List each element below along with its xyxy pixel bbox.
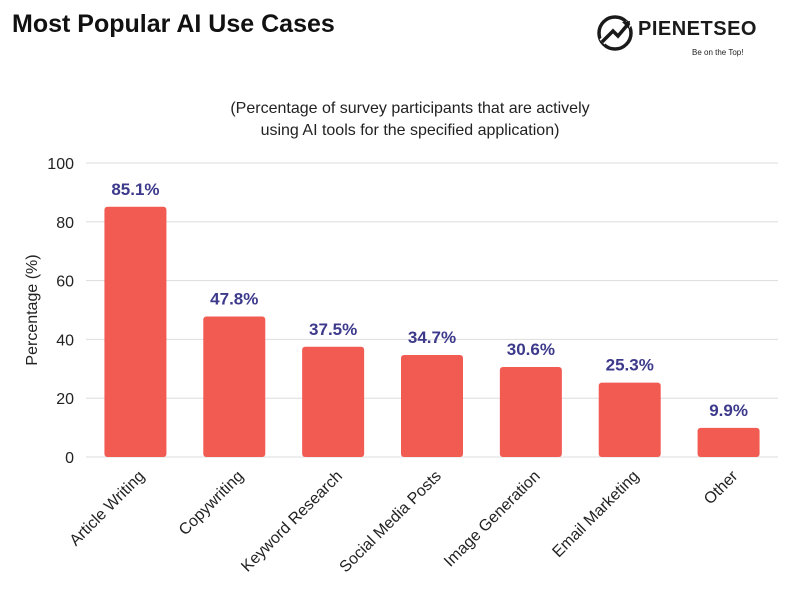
- y-tick-label: 20: [56, 391, 74, 408]
- bar: [598, 382, 661, 457]
- bars: [104, 206, 760, 457]
- x-category-label: Image Generation: [441, 468, 544, 571]
- x-category-label: Email Marketing: [549, 468, 642, 561]
- data-label: 25.3%: [606, 356, 654, 375]
- subtitle-line-1: (Percentage of survey participants that …: [230, 100, 590, 117]
- x-category-label: Article Writing: [67, 468, 149, 550]
- bar: [401, 354, 463, 457]
- bar: [203, 316, 266, 457]
- y-axis-label: Percentage (%): [24, 254, 41, 365]
- x-category-label: Keyword Research: [238, 468, 346, 576]
- x-category-label: Social Media Posts: [337, 468, 445, 576]
- y-axis-ticks: 0 20 40 60 80 100: [47, 156, 74, 467]
- logo-tagline: Be on the Top!: [692, 48, 744, 57]
- bar: [697, 427, 760, 457]
- logo-name: PIENETSEO: [638, 18, 757, 40]
- chart-title: Most Popular AI Use Cases: [12, 10, 335, 38]
- bar: [302, 346, 365, 457]
- data-labels: 85.1% 47.8% 37.5% 34.7% 30.6% 25.3% 9.9%: [111, 180, 748, 420]
- data-label: 37.5%: [309, 320, 357, 339]
- x-category-label: Copywriting: [176, 468, 247, 539]
- y-tick-label: 80: [56, 215, 74, 232]
- data-label: 9.9%: [709, 401, 748, 420]
- data-label: 30.6%: [507, 340, 555, 359]
- chart-subtitle: (Percentage of survey participants that …: [190, 98, 630, 142]
- data-label: 85.1%: [111, 180, 159, 199]
- bar: [499, 367, 562, 457]
- x-category-label: Other: [701, 467, 742, 508]
- y-tick-label: 0: [65, 450, 74, 467]
- bar: [104, 206, 167, 457]
- y-tick-label: 60: [56, 274, 74, 291]
- y-tick-label: 100: [47, 156, 74, 173]
- data-label: 34.7%: [408, 328, 456, 347]
- brand-logo: PIENETSEO Be on the Top!: [596, 12, 791, 62]
- subtitle-line-2: using AI tools for the specified applica…: [260, 122, 560, 139]
- logo-mark-icon: [597, 15, 633, 51]
- data-label: 47.8%: [210, 289, 258, 308]
- y-tick-label: 40: [56, 332, 74, 349]
